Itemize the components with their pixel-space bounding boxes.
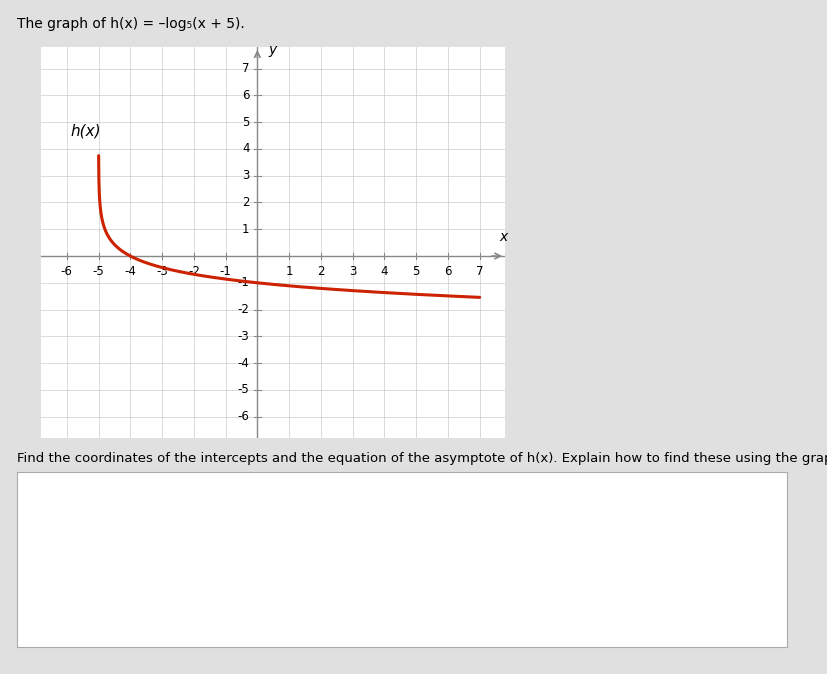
- Text: 3: 3: [348, 266, 356, 278]
- Text: -4: -4: [237, 357, 249, 369]
- Text: 7: 7: [476, 266, 483, 278]
- Text: -6: -6: [61, 266, 73, 278]
- Text: 3: 3: [241, 169, 249, 182]
- Text: 5: 5: [241, 116, 249, 129]
- Text: 2: 2: [241, 196, 249, 209]
- Text: -3: -3: [156, 266, 168, 278]
- Text: -1: -1: [237, 276, 249, 289]
- Text: h(x): h(x): [70, 123, 101, 139]
- Text: -4: -4: [124, 266, 136, 278]
- Text: -5: -5: [237, 384, 249, 396]
- Text: 2: 2: [317, 266, 324, 278]
- Text: 6: 6: [241, 89, 249, 102]
- Text: 1: 1: [285, 266, 293, 278]
- Text: The graph of h(x) = –log₅(x + 5).: The graph of h(x) = –log₅(x + 5).: [17, 17, 244, 31]
- Text: 4: 4: [241, 142, 249, 156]
- Text: -3: -3: [237, 330, 249, 343]
- Text: Find the coordinates of the intercepts and the equation of the asymptote of h(x): Find the coordinates of the intercepts a…: [17, 452, 827, 464]
- Text: 7: 7: [241, 62, 249, 75]
- Text: 1: 1: [241, 222, 249, 236]
- Text: y: y: [268, 43, 276, 57]
- Text: 4: 4: [380, 266, 388, 278]
- Text: -2: -2: [188, 266, 199, 278]
- Text: 5: 5: [412, 266, 419, 278]
- Text: -5: -5: [93, 266, 104, 278]
- Text: -6: -6: [237, 410, 249, 423]
- Text: x: x: [499, 230, 507, 244]
- Text: -1: -1: [219, 266, 232, 278]
- Text: -2: -2: [237, 303, 249, 316]
- Text: 6: 6: [443, 266, 451, 278]
